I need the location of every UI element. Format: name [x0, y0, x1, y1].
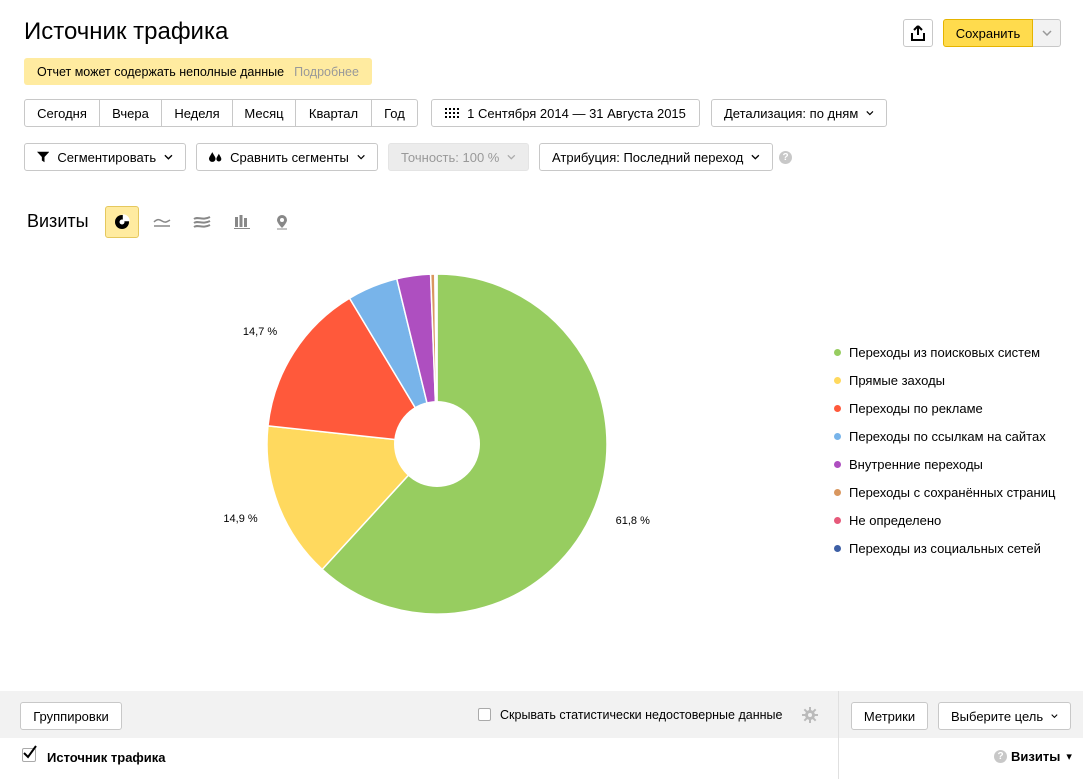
metric-label: Визиты [27, 211, 89, 231]
drops-icon [209, 152, 222, 162]
share-icon [911, 25, 925, 41]
legend-dot-icon [834, 488, 841, 496]
pie-slice-2[interactable] [267, 297, 439, 445]
slice-label-2: 14,7 % [243, 326, 277, 338]
legend-dot-icon [834, 348, 841, 356]
legend-dot-icon [834, 460, 841, 468]
view-map-button[interactable] [265, 206, 299, 238]
area-chart-icon [193, 216, 211, 228]
more-link[interactable]: Подробнее [294, 64, 359, 79]
checkmark-icon [23, 745, 37, 759]
view-line-button[interactable] [145, 206, 179, 238]
legend-label: Переходы из поисковых систем [849, 344, 1041, 360]
pie-chart: 61,8 % 14,9 % 14,7 % [223, 273, 650, 615]
legend-item-6[interactable]: Не определено [834, 506, 1055, 534]
goal-label: Выберите цель [951, 708, 1044, 724]
legend-dot-icon [834, 432, 841, 440]
period-month[interactable]: Месяц [232, 99, 296, 127]
visits-column-header[interactable]: ? Визиты ▾ [994, 749, 1072, 764]
legend-label: Переходы с сохранённых страниц [849, 484, 1056, 500]
hide-unreliable-checkbox[interactable] [478, 708, 491, 721]
segment-label: Сегментировать [57, 149, 157, 165]
filter-icon [37, 151, 50, 163]
period-today[interactable]: Сегодня [24, 99, 100, 127]
chevron-down-icon [357, 154, 365, 160]
legend-item-5[interactable]: Переходы с сохранённых страниц [834, 478, 1055, 506]
chevron-down-icon [1041, 30, 1052, 36]
attribution-label: Атрибуция: Последний переход [552, 149, 744, 165]
detail-dropdown[interactable]: Детализация: по дням [711, 99, 887, 127]
metrics-button[interactable]: Метрики [851, 702, 928, 730]
period-year[interactable]: Год [371, 99, 418, 127]
map-pin-icon [277, 215, 287, 230]
donut-hole [394, 401, 480, 487]
help-icon[interactable]: ? [994, 750, 1007, 763]
compare-label: Сравнить сегменты [230, 149, 349, 165]
export-button[interactable] [903, 19, 933, 47]
chevron-down-icon [751, 154, 760, 160]
date-range-label: 1 Сентября 2014 — 31 Августа 2015 [467, 105, 686, 121]
legend-dot-icon [834, 544, 841, 552]
slice-label-0: 61,8 % [616, 515, 650, 527]
groupings-button[interactable]: Группировки [20, 702, 122, 730]
chevron-down-icon [507, 154, 516, 160]
gear-icon[interactable] [802, 707, 818, 723]
column-divider [838, 691, 839, 779]
chevron-down-icon [164, 154, 173, 160]
calendar-icon [445, 108, 460, 118]
save-dropdown-button[interactable] [1033, 19, 1061, 47]
hide-unreliable-label: Скрывать статистически недостоверные дан… [500, 708, 783, 722]
incomplete-data-warning: Отчет может содержать неполные данные По… [24, 58, 372, 85]
period-quarter[interactable]: Квартал [295, 99, 372, 127]
legend-label: Внутренние переходы [849, 456, 983, 472]
legend-dot-icon [834, 404, 841, 412]
view-area-button[interactable] [185, 206, 219, 238]
save-group: Сохранить [943, 19, 1061, 47]
legend-item-1[interactable]: Прямые заходы [834, 366, 1055, 394]
attribution-dropdown[interactable]: Атрибуция: Последний переход [539, 143, 773, 171]
period-selector: Сегодня Вчера Неделя Месяц Квартал Год [24, 99, 418, 127]
segment-dropdown[interactable]: Сегментировать [24, 143, 186, 171]
compare-segments-dropdown[interactable]: Сравнить сегменты [196, 143, 378, 171]
period-week[interactable]: Неделя [161, 99, 233, 127]
legend-item-7[interactable]: Переходы из социальных сетей [834, 534, 1055, 562]
legend-label: Не определено [849, 512, 942, 528]
help-icon[interactable]: ? [779, 151, 792, 164]
legend-item-3[interactable]: Переходы по ссылкам на сайтах [834, 422, 1055, 450]
chevron-down-icon [1051, 714, 1058, 719]
legend-label: Переходы из социальных сетей [849, 540, 1041, 556]
detail-label: Детализация: по дням [724, 105, 859, 121]
legend-item-0[interactable]: Переходы из поисковых систем [834, 338, 1055, 366]
view-pie-button[interactable] [105, 206, 139, 238]
view-bar-button[interactable] [225, 206, 259, 238]
legend-item-2[interactable]: Переходы по рекламе [834, 394, 1055, 422]
warning-text: Отчет может содержать неполные данные [37, 64, 285, 79]
pie-chart-icon [115, 214, 130, 229]
legend-label: Переходы по ссылкам на сайтах [849, 428, 1046, 444]
legend-dot-icon [834, 516, 841, 524]
line-chart-icon [153, 218, 171, 227]
bar-chart-icon [234, 215, 250, 229]
legend-item-4[interactable]: Внутренние переходы [834, 450, 1055, 478]
accuracy-dropdown: Точность: 100 % [388, 143, 529, 171]
dimension-header: Источник трафика [47, 750, 166, 765]
row-checkbox[interactable] [22, 745, 37, 762]
page-title: Источник трафика [24, 18, 229, 45]
sort-arrow-icon[interactable]: ▾ [1066, 751, 1072, 763]
legend-dot-icon [834, 376, 841, 384]
accuracy-label: Точность: 100 % [401, 149, 500, 165]
chart-legend: Переходы из поисковых систем Прямые заход… [834, 338, 1055, 562]
goal-dropdown[interactable]: Выберите цель [938, 702, 1071, 730]
slice-label-1: 14,9 % [223, 513, 257, 525]
chevron-down-icon [866, 111, 874, 116]
legend-label: Прямые заходы [849, 372, 946, 388]
period-yesterday[interactable]: Вчера [99, 99, 162, 127]
legend-label: Переходы по рекламе [849, 400, 983, 416]
visits-column-label: Визиты [1011, 749, 1061, 764]
pie-slice-1[interactable] [266, 425, 439, 571]
date-range-button[interactable]: 1 Сентября 2014 — 31 Августа 2015 [431, 99, 700, 127]
save-button[interactable]: Сохранить [943, 19, 1033, 47]
